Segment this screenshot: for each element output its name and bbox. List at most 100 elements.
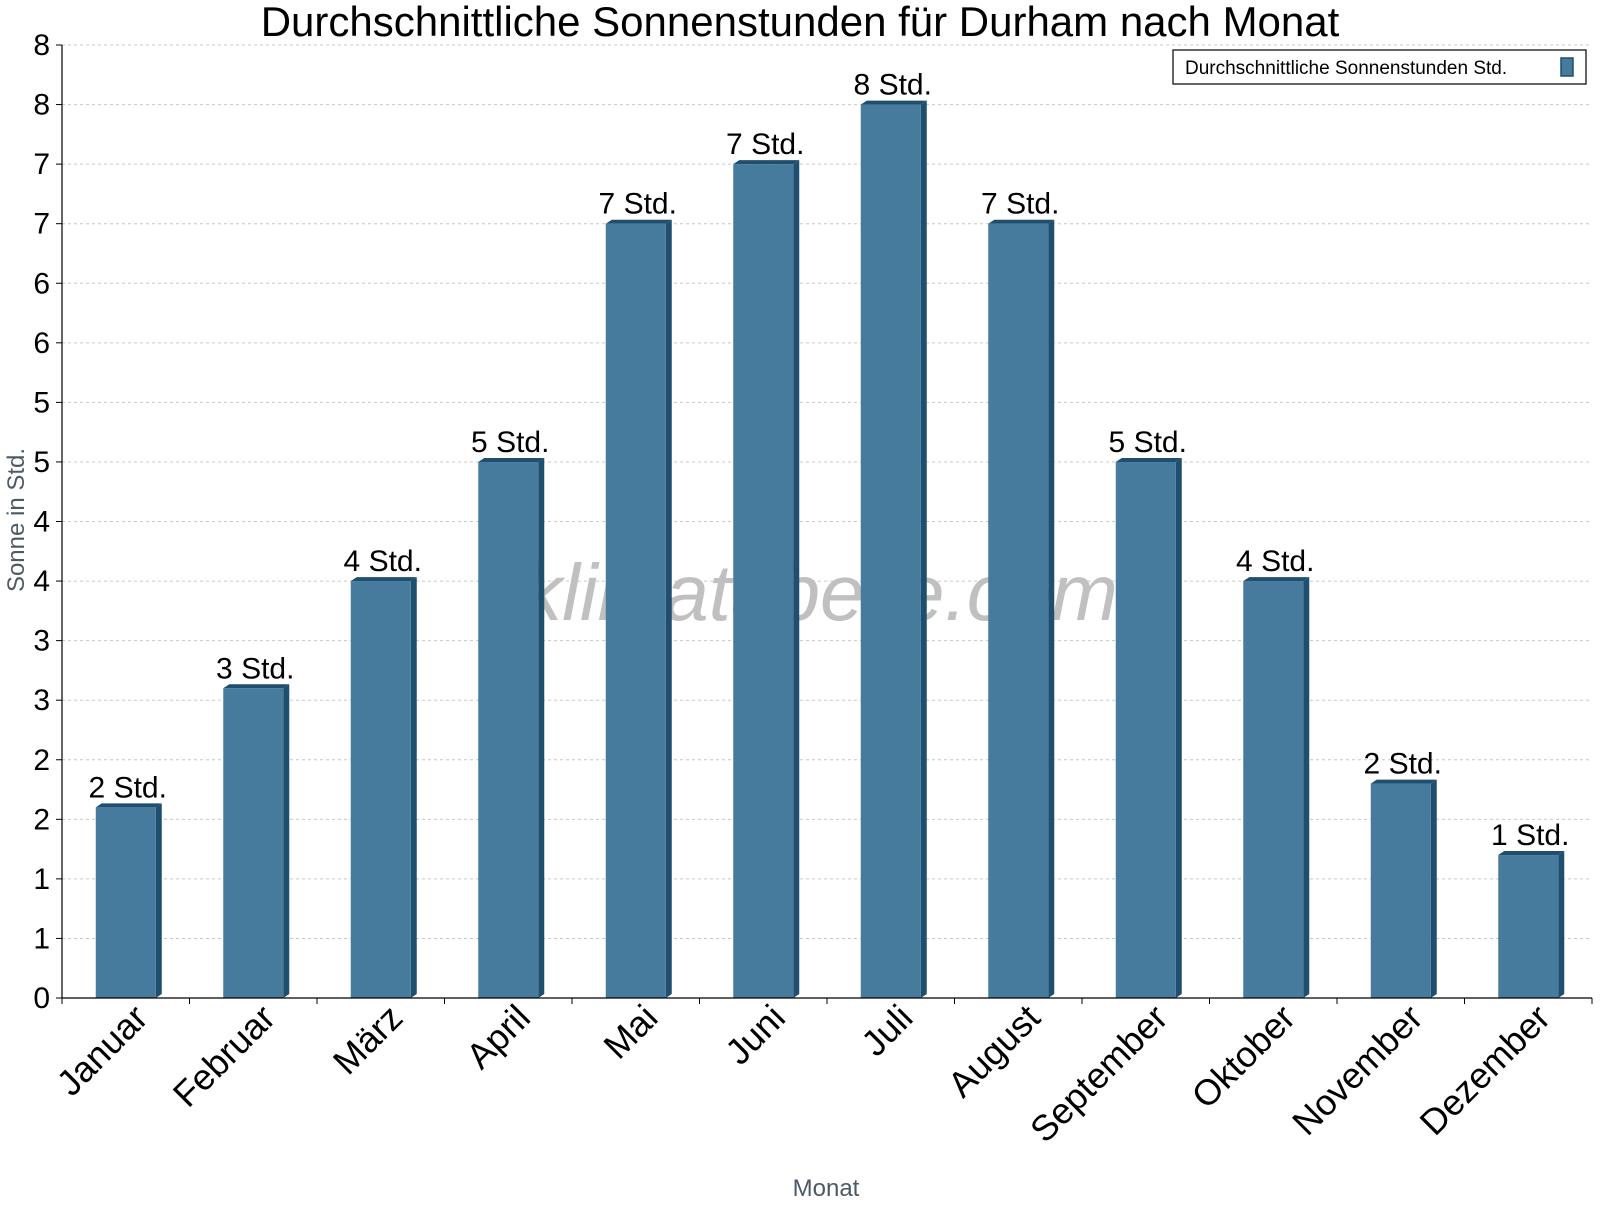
y-tick-label: 3 [33, 684, 50, 717]
bar-side [1175, 457, 1182, 998]
legend: Durchschnittliche Sonnenstunden Std. [1172, 49, 1587, 85]
bar-januar [95, 803, 162, 998]
x-tick-label: August [940, 997, 1048, 1105]
bar-side [793, 160, 800, 998]
y-tick-label: 3 [33, 625, 50, 658]
x-tick-label: Juli [853, 997, 920, 1064]
y-tick-label: 6 [33, 327, 50, 360]
bar [605, 223, 666, 998]
bar [350, 581, 411, 998]
bar-top [95, 803, 162, 808]
bar-august [988, 219, 1055, 998]
bar-top [988, 219, 1055, 224]
x-tick-label: Juni [717, 997, 793, 1073]
legend-swatch [1560, 57, 1574, 77]
data-label: 7 Std. [726, 128, 804, 161]
y-tick-label: 5 [33, 446, 50, 479]
data-label: 3 Std. [216, 652, 294, 685]
bar [860, 104, 921, 998]
bar [1370, 783, 1431, 998]
y-tick-label: 8 [33, 29, 50, 62]
bar-side [1430, 779, 1437, 998]
bar-november [1370, 779, 1437, 998]
bar-side [920, 100, 927, 998]
y-tick-label: 7 [33, 148, 50, 181]
data-label: 2 Std. [1364, 748, 1442, 781]
bar-mai [605, 219, 672, 998]
bar-top [1115, 457, 1182, 462]
bar-side [1048, 219, 1055, 998]
legend-label: Durchschnittliche Sonnenstunden Std. [1185, 58, 1507, 79]
y-tick-label: 5 [33, 386, 50, 419]
y-tick-label: 0 [33, 982, 50, 1015]
x-axis-label: Monat [793, 1175, 860, 1200]
x-tick-label: November [1284, 997, 1430, 1143]
bar-side [155, 803, 162, 998]
data-label: 4 Std. [1236, 545, 1314, 578]
bar [1243, 581, 1304, 998]
grid-layer [62, 44, 1592, 939]
bar-dezember [1498, 851, 1565, 998]
bar [478, 461, 539, 998]
bar-september [1115, 457, 1182, 998]
y-tick-label: 8 [33, 89, 50, 122]
bar-top [350, 577, 417, 582]
axes-layer [56, 44, 1593, 1004]
bar-side [283, 684, 290, 998]
bar-oktober [1243, 577, 1310, 998]
x-tick-label: Mai [595, 997, 665, 1067]
x-tick-label: Dezember [1411, 997, 1557, 1143]
y-tick-label: 2 [33, 803, 50, 836]
y-tick-label: 2 [33, 744, 50, 777]
x-tick-label: März [325, 997, 411, 1083]
y-tick-label: 7 [33, 208, 50, 241]
data-label: 5 Std. [471, 426, 549, 459]
bar-top [1243, 577, 1310, 582]
bars-layer [95, 100, 1565, 998]
bar-top [223, 684, 290, 689]
bar-märz [350, 577, 417, 998]
x-tick-label: Februar [165, 997, 283, 1115]
bar-juni [733, 160, 800, 998]
y-tick-label: 1 [33, 863, 50, 896]
bar-top [860, 100, 927, 105]
bar-side [1303, 577, 1310, 998]
data-label: 4 Std. [344, 545, 422, 578]
bar-side [1558, 851, 1565, 998]
chart-title: Durchschnittliche Sonnenstunden für Durh… [261, 0, 1340, 45]
bar [95, 807, 156, 998]
x-tick-label: April [458, 997, 538, 1077]
data-label: 8 Std. [854, 69, 932, 102]
bar-februar [223, 684, 290, 998]
x-tick-labels: Januar Februar März April Mai Juni Juli AugustS… [49, 997, 1558, 1151]
data-label: 5 Std. [1109, 426, 1187, 459]
bar-top [733, 160, 800, 165]
bar [223, 688, 284, 998]
bar [1115, 461, 1176, 998]
data-labels: 2 Std. 3 Std. 4 Std. 5 Std. 7 Std. 7 Std. 8 St… [89, 69, 1570, 852]
bar [1498, 855, 1559, 998]
data-label: 2 Std. [89, 771, 167, 804]
y-axis-label: Sonne in Std. [3, 448, 30, 592]
x-tick-label: September [1022, 997, 1176, 1151]
bar [988, 223, 1049, 998]
bar-april [478, 457, 545, 998]
bar-side [538, 457, 545, 998]
x-tick-label: Januar [49, 997, 156, 1104]
bar-top [1370, 779, 1437, 784]
bar-side [410, 577, 417, 998]
x-tick-label: Oktober [1183, 997, 1303, 1117]
y-tick-label: 6 [33, 267, 50, 300]
data-label: 7 Std. [599, 188, 677, 221]
bar-side [665, 219, 672, 998]
bar-top [478, 457, 545, 462]
bar-top [605, 219, 672, 224]
bar-juli [860, 100, 927, 998]
y-tick-label: 4 [33, 506, 50, 539]
bar-top [1498, 851, 1565, 856]
bar [733, 164, 794, 998]
y-tick-label: 1 [33, 922, 50, 955]
y-tick-label: 4 [33, 565, 50, 598]
